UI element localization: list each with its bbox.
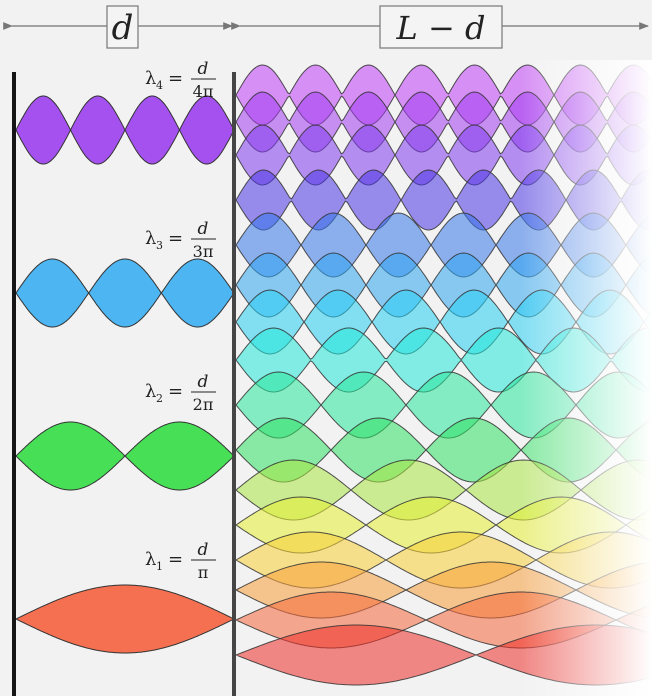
lambda-symbol: λ xyxy=(145,549,156,570)
propagating-wave xyxy=(235,124,652,186)
lambda-symbol: λ xyxy=(145,68,156,89)
wavelength-label-4: λ 4 = d 4π xyxy=(145,59,216,101)
fraction-denominator: 3π xyxy=(193,242,214,261)
fraction-denominator: 4π xyxy=(193,82,214,101)
mode-3-wave xyxy=(15,258,235,328)
propagating-wave xyxy=(235,64,652,126)
fraction-numerator: d xyxy=(198,540,209,560)
wavelength-label-2: λ 2 = d 2π xyxy=(145,372,216,414)
equals-sign: = xyxy=(168,549,183,570)
fraction-numerator: d xyxy=(198,372,209,392)
lambda-subscript: 3 xyxy=(156,239,163,252)
propagating-wave xyxy=(235,327,652,393)
equals-sign: = xyxy=(168,381,183,402)
left-dimension-label: d xyxy=(106,5,139,49)
fade-overlay xyxy=(520,60,652,696)
equals-sign: = xyxy=(168,68,183,89)
equals-sign: = xyxy=(168,228,183,249)
wavelength-label-1: λ 1 = dπ xyxy=(145,540,216,582)
lambda-symbol: λ xyxy=(145,228,156,249)
right-dimension-label: L − d xyxy=(379,5,503,49)
fraction-numerator: d xyxy=(198,59,209,79)
mode-2-wave xyxy=(15,421,235,491)
lambda-subscript: 4 xyxy=(156,79,163,92)
mode-4-wave xyxy=(15,95,235,165)
lambda-subscript: 2 xyxy=(156,392,163,405)
right-dimension-text: L − d xyxy=(396,9,486,47)
propagating-wave xyxy=(235,91,652,153)
fraction-numerator: d xyxy=(198,219,209,239)
fraction-denominator: π xyxy=(198,563,209,582)
left-dimension-text: d xyxy=(112,8,134,48)
mode-1-wave xyxy=(14,584,236,654)
lambda-symbol: λ xyxy=(145,381,156,402)
left-cavity-modes xyxy=(14,95,236,654)
fraction-denominator: 2π xyxy=(193,395,214,414)
left-wall xyxy=(12,72,16,696)
wavelength-label-3: λ 3 = d 3π xyxy=(145,219,216,261)
divider-wall xyxy=(232,72,236,696)
lambda-subscript: 1 xyxy=(156,560,163,573)
